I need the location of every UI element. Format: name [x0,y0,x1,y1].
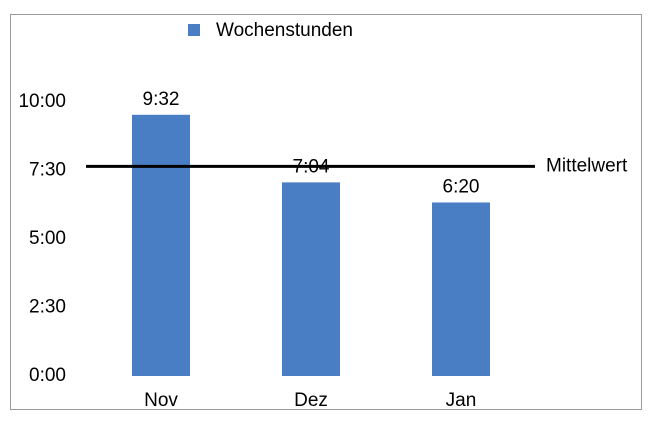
x-tick-label: Jan [446,390,477,411]
legend-label: Wochenstunden [216,20,353,41]
chart-frame [10,14,642,410]
y-tick-label: 10:00 [18,91,66,112]
bar [132,114,190,376]
y-tick-label: 5:00 [29,228,66,249]
x-tick-label: Nov [144,390,178,411]
bar [282,182,340,376]
legend-swatch [188,24,200,36]
x-tick-label: Dez [294,390,328,411]
y-tick-label: 7:30 [29,160,66,181]
data-label: 6:20 [443,176,480,197]
reference-label: Mittelwert [546,155,628,176]
data-label: 9:32 [143,89,180,110]
bar [432,202,490,376]
y-tick-label: 2:30 [29,297,66,318]
y-tick-label: 0:00 [29,365,66,386]
